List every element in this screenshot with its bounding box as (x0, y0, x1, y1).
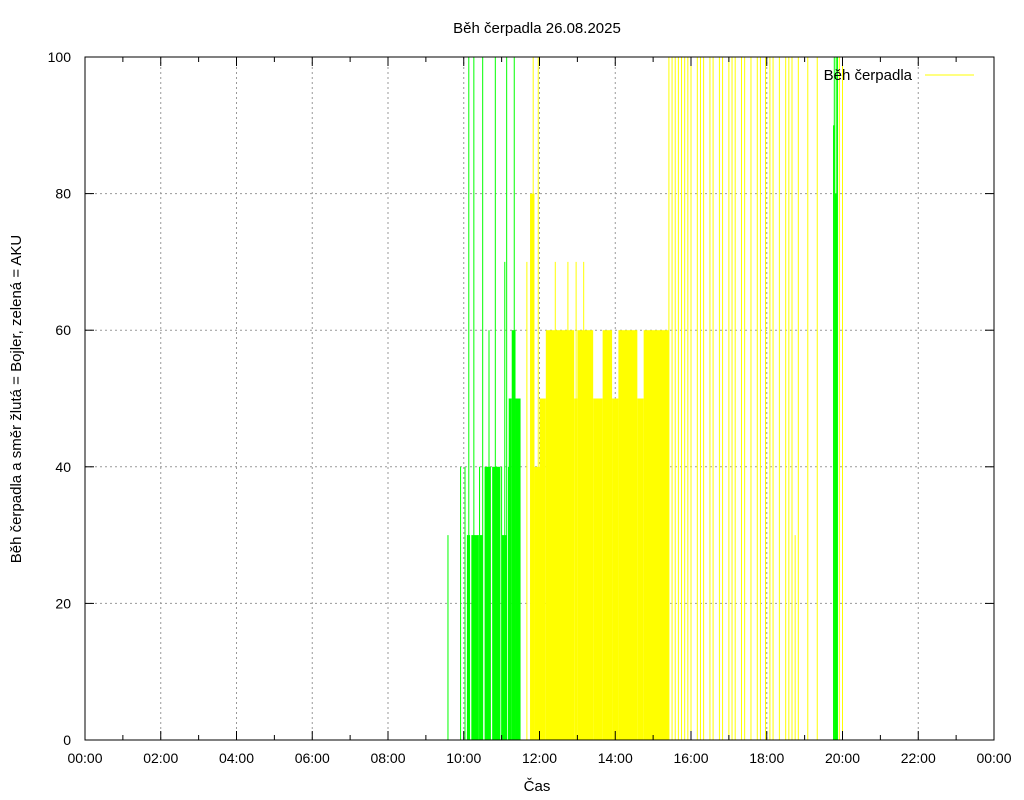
run-block (507, 466, 510, 740)
y-tick-label: 40 (55, 459, 71, 475)
run-block (643, 330, 669, 740)
x-tick-label: 22:00 (901, 750, 936, 766)
y-tick-label: 100 (48, 49, 72, 65)
y-axis-label: Běh čerpadla a směr žlutá = Bojler, zele… (8, 235, 25, 564)
run-block (593, 398, 603, 740)
axis-ticks (84, 56, 995, 741)
run-block (612, 398, 619, 740)
series-aku (447, 57, 838, 741)
run-block (618, 330, 638, 740)
y-tick-label: 60 (55, 322, 71, 338)
data-marks (447, 57, 843, 741)
legend-label: Běh čerpadla (824, 67, 913, 84)
x-tick-label: 00:00 (976, 750, 1011, 766)
y-tick-labels: 0 20 40 60 80 100 (48, 49, 72, 748)
run-block (534, 466, 540, 740)
run-block (501, 535, 507, 740)
run-block (479, 535, 483, 740)
x-tick-label: 10:00 (446, 750, 481, 766)
series-bojler (526, 57, 843, 741)
run-block (602, 330, 613, 740)
x-tick-label: 18:00 (749, 750, 784, 766)
x-tick-label: 08:00 (370, 750, 405, 766)
x-tick-label: 14:00 (598, 750, 633, 766)
run-block (509, 398, 512, 740)
run-block (515, 398, 521, 740)
x-tick-label: 02:00 (143, 750, 178, 766)
run-block (577, 330, 594, 740)
run-block (471, 535, 479, 740)
y-tick-label: 80 (55, 186, 71, 202)
run-block (511, 330, 516, 740)
x-tick-labels: 00:00 02:00 04:00 06:00 08:00 10:00 12:00 14:00… (67, 750, 1011, 766)
x-tick-label: 04:00 (219, 750, 254, 766)
x-tick-label: 20:00 (825, 750, 860, 766)
chart-title: Běh čerpadla 26.08.2025 (453, 20, 621, 37)
x-tick-label: 12:00 (522, 750, 557, 766)
legend: Běh čerpadla (824, 67, 974, 84)
run-block (539, 398, 546, 740)
run-block (484, 466, 491, 740)
x-tick-label: 16:00 (673, 750, 708, 766)
x-tick-label: 00:00 (67, 750, 102, 766)
x-axis-label: Čas (524, 778, 551, 795)
x-tick-label: 06:00 (295, 750, 330, 766)
y-tick-label: 20 (55, 595, 71, 611)
run-block (545, 330, 575, 740)
y-tick-label: 0 (63, 732, 71, 748)
run-block (637, 398, 644, 740)
run-block (530, 193, 535, 741)
